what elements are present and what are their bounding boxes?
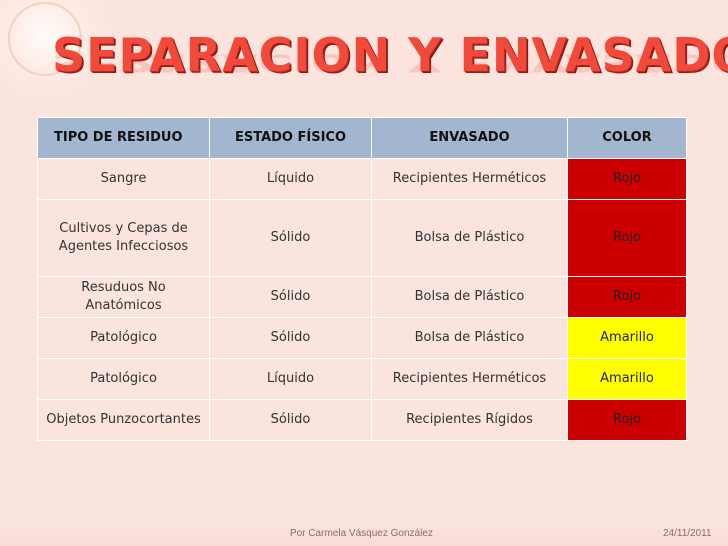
cell-color: Amarillo [567, 317, 687, 359]
footer-author: Por Carmela Vásquez González [290, 528, 433, 539]
table-row: Sangre Líquido Recipientes Herméticos Ro… [37, 158, 687, 200]
footer-band [0, 522, 728, 546]
cell-envasado: Bolsa de Plástico [371, 317, 568, 359]
cell-color: Rojo [567, 399, 687, 441]
cell-estado: Sólido [209, 399, 372, 441]
cell-envasado: Recipientes Herméticos [371, 358, 568, 400]
cell-color: Amarillo [567, 358, 687, 400]
cell-color: Rojo [567, 276, 687, 318]
footer-date: 24/11/2011 [663, 528, 712, 539]
cell-color: Rojo [567, 158, 687, 200]
table-row: Resuduos No Anatómicos Sólido Bolsa de P… [37, 276, 687, 318]
slide-title: SEPARACION Y ENVASADO [52, 28, 728, 82]
cell-tipo: Patológico [37, 317, 210, 359]
header-tipo: TIPO DE RESIDUO [37, 117, 210, 159]
cell-tipo: Objetos Punzocortantes [37, 399, 210, 441]
table-row: Patológico Sólido Bolsa de Plástico Amar… [37, 317, 687, 359]
table-row: Cultivos y Cepas de Agentes Infecciosos … [37, 199, 687, 277]
cell-envasado: Bolsa de Plástico [371, 276, 568, 318]
cell-tipo: Sangre [37, 158, 210, 200]
cell-tipo: Patológico [37, 358, 210, 400]
table-header-row: TIPO DE RESIDUO ESTADO FÍSICO ENVASADO C… [37, 117, 687, 159]
table-row: Objetos Punzocortantes Sólido Recipiente… [37, 399, 687, 441]
header-envasado: ENVASADO [371, 117, 568, 159]
cell-envasado: Bolsa de Plástico [371, 199, 568, 277]
cell-estado: Líquido [209, 358, 372, 400]
cell-tipo: Resuduos No Anatómicos [37, 276, 210, 318]
waste-table: TIPO DE RESIDUO ESTADO FÍSICO ENVASADO C… [37, 117, 687, 441]
slide-title-reflection: SEPARACION Y ENVASADO [52, 48, 728, 78]
cell-estado: Líquido [209, 158, 372, 200]
cell-envasado: Recipientes Herméticos [371, 158, 568, 200]
cell-estado: Sólido [209, 317, 372, 359]
cell-color: Rojo [567, 199, 687, 277]
cell-envasado: Recipientes Rígidos [371, 399, 568, 441]
cell-tipo: Cultivos y Cepas de Agentes Infecciosos [37, 199, 210, 277]
title-area: SEPARACION Y ENVASADO SEPARACION Y ENVAS… [0, 28, 728, 118]
header-color: COLOR [567, 117, 687, 159]
table-row: Patológico Líquido Recipientes Hermético… [37, 358, 687, 400]
cell-estado: Sólido [209, 199, 372, 277]
decorative-ring [8, 2, 82, 76]
header-estado: ESTADO FÍSICO [209, 117, 372, 159]
cell-estado: Sólido [209, 276, 372, 318]
